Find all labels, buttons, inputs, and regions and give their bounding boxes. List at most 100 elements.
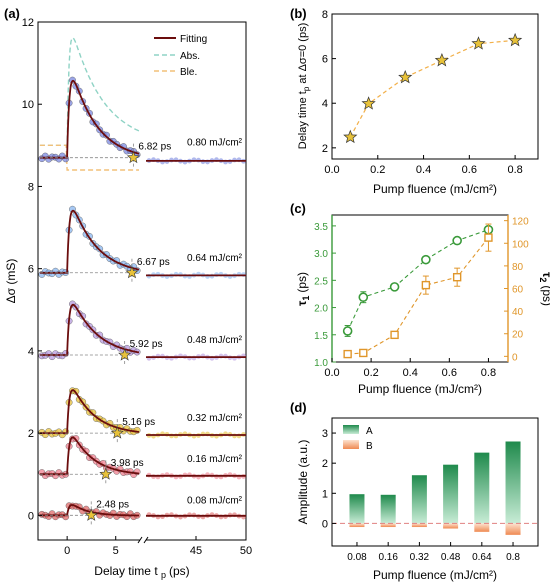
y-tick-label: 8: [28, 181, 34, 193]
star-label: 6.82 ps: [138, 142, 171, 153]
x-tick-label: 0.8: [481, 367, 496, 379]
panel-b-ticks: 0.0 0.2 0.4 0.6 0.8 2 4 6 8: [322, 9, 523, 176]
fluence-label: 0.80 mJ/cm²: [187, 138, 243, 149]
y-tick-label: 4: [28, 346, 34, 358]
star-label: 2.48 ps: [96, 499, 129, 510]
y-tick-label: 12: [22, 17, 34, 29]
panel-a-x-ticks: 0 5 45 50: [64, 536, 252, 557]
y-tick-label-left: 3.5: [314, 222, 328, 233]
panel-label-b: (b): [290, 6, 307, 21]
y-tick-label-left: 2.0: [314, 304, 328, 315]
series-line-τ1: [347, 229, 489, 332]
panel-b-marks: [343, 32, 523, 144]
data-point-star: [361, 96, 376, 110]
fluence-label: 0.32 mJ/cm²: [187, 413, 243, 424]
panel-c-ticks: 1.0 1.5 2.0 2.5 3.0 3.5 0 20 40 60 80 100 120 0.0 0.2 0…: [314, 217, 529, 379]
star-marker: [118, 348, 132, 361]
bar-B: [443, 523, 459, 529]
x-tick-label: 0.8: [507, 164, 522, 176]
x-tick-label: 0.6: [462, 164, 477, 176]
x-tick-label: 0.4: [403, 367, 418, 379]
panel-c-x-axis-label: Pump fluence (mJ/cm²): [358, 382, 482, 396]
x-tick-label: 0.2: [370, 164, 385, 176]
panel-c-frame: [331, 214, 509, 363]
star-label: 6.67 ps: [137, 257, 170, 268]
data-point-star: [343, 129, 358, 144]
y-tick-label-left: 3.0: [314, 249, 328, 260]
bar-A: [380, 494, 396, 524]
data-point: [389, 282, 400, 292]
bar-A: [411, 475, 427, 524]
panel-d-x-axis-label: Pump fluence (mJ/cm²): [373, 568, 497, 582]
y-tick-label-left: 1.5: [314, 331, 328, 342]
x-tick-label: 0.4: [416, 164, 431, 176]
ble-component-line: [39, 144, 139, 171]
panel-a: 2.48 ps 0.08 mJ/cm² 3.98 ps 0.16 mJ/cm² 5.16…: [4, 17, 252, 580]
y-tick-label-left: 2.5: [314, 276, 328, 287]
panel-label-a: (a): [4, 6, 20, 21]
star-label: 5.16 ps: [122, 417, 155, 428]
y-tick-label: 3: [322, 428, 328, 440]
y-tick-label: 8: [322, 9, 328, 21]
legend-b-swatch: [343, 440, 359, 449]
panel-d-legend: A B: [343, 425, 373, 452]
panel-d-frame: [331, 417, 539, 547]
y-tick-label-right: 100: [512, 239, 529, 250]
y-tick-label-right: 20: [512, 330, 524, 341]
y-tick-label: 0: [28, 510, 34, 522]
fluence-label: 0.48 mJ/cm²: [187, 335, 243, 346]
panel-label-d: (d): [290, 400, 307, 415]
data-point-star: [398, 69, 413, 84]
panel-b-frame: [331, 13, 539, 160]
y-tick-label: 0: [322, 518, 328, 530]
bar-A: [505, 441, 521, 524]
x-tick-label: 0.8: [506, 552, 520, 563]
y-tick-label-right: 120: [512, 217, 529, 228]
axis-break-mark: [143, 536, 149, 544]
bar-B: [380, 523, 396, 528]
bar-A: [443, 464, 459, 524]
fluence-label: 0.08 mJ/cm²: [187, 495, 243, 506]
legend-ble-label: Ble.: [180, 67, 197, 78]
legend-a-swatch: [343, 425, 359, 434]
x-tick-label: 0.0: [324, 164, 339, 176]
data-point: [359, 348, 368, 358]
panel-a-legend: Fitting Abs. Ble.: [154, 34, 207, 78]
data-point: [452, 272, 462, 282]
panel-a-x-axis-label: Delay time t p (ps): [94, 564, 189, 580]
data-point: [89, 409, 97, 417]
panel-c-left-axis-label: τ1(ps): [295, 272, 311, 306]
x-tick-label: 0.08: [347, 552, 367, 563]
data-point: [421, 254, 431, 265]
panel-c-right-axis-label: τ2(ps): [538, 272, 550, 306]
x-tick-label: 0.2: [363, 367, 378, 379]
fluence-label: 0.16 mJ/cm²: [187, 454, 243, 465]
bar-B: [349, 523, 365, 528]
y-tick-label: 6: [28, 264, 34, 276]
y-tick-label: 2: [322, 143, 328, 155]
bar-B: [505, 523, 521, 535]
data-point-star: [507, 32, 523, 47]
x-tick-label: 0.0: [324, 367, 339, 379]
panel-d-marks: [332, 441, 538, 535]
panel-a-y-ticks: 0 2 4 6 8 10 12: [22, 17, 42, 522]
star-marker: [125, 265, 139, 279]
x-tick-label: 0.32: [410, 552, 430, 563]
x-tick-label: 0: [64, 545, 70, 557]
y-tick-label: 2: [322, 458, 328, 470]
panel-d-ticks: 0.08 0.16 0.32 0.48 0.64 0.8 0 1 2 3: [322, 428, 521, 563]
y-tick-label-right: 80: [512, 262, 524, 273]
data-point: [103, 131, 110, 139]
y-tick-label-right: 0: [512, 352, 518, 363]
bar-A: [349, 494, 365, 524]
data-point: [421, 280, 431, 290]
data-point: [452, 235, 462, 246]
star-label: 5.92 ps: [130, 339, 163, 350]
panel-c-marks: [342, 223, 494, 359]
panel-b-x-axis-label: Pump fluence (mJ/cm²): [373, 182, 497, 196]
data-point: [390, 330, 399, 340]
x-tick-label: 0.6: [442, 367, 457, 379]
bar-A: [474, 452, 490, 524]
y-tick-label-right: 60: [512, 285, 524, 296]
